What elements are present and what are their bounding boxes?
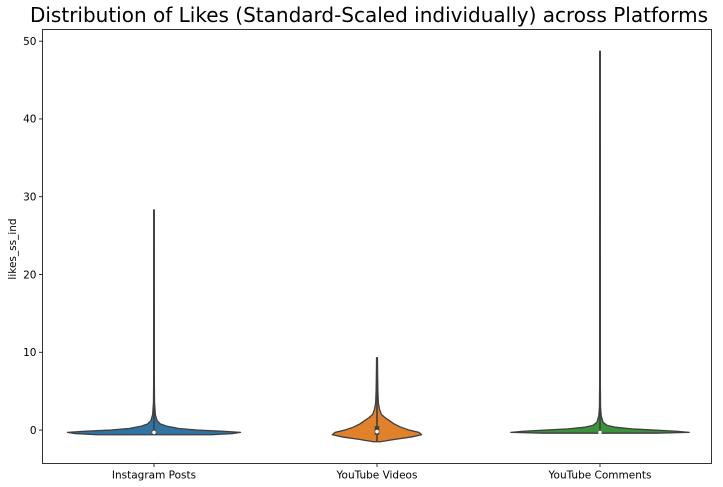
y-tick-label: 40 (23, 114, 36, 126)
y-axis-label: likes_ss_ind (7, 218, 19, 279)
x-tick-label: YouTube Comments (548, 470, 652, 482)
violin-median-point (598, 430, 602, 435)
violin-median-point (152, 430, 156, 435)
chart-title: Distribution of Likes (Standard-Scaled i… (30, 3, 708, 27)
x-tick-label: Instagram Posts (112, 470, 196, 482)
plot-area (66, 50, 690, 443)
violin-median-point (375, 429, 379, 434)
y-tick-label: 30 (23, 192, 36, 204)
x-tick-label: YouTube Videos (336, 470, 418, 482)
y-tick-label: 0 (30, 425, 37, 437)
y-tick-label: 50 (23, 36, 36, 48)
y-tick-label: 20 (23, 269, 36, 281)
y-tick-label: 10 (23, 347, 36, 359)
